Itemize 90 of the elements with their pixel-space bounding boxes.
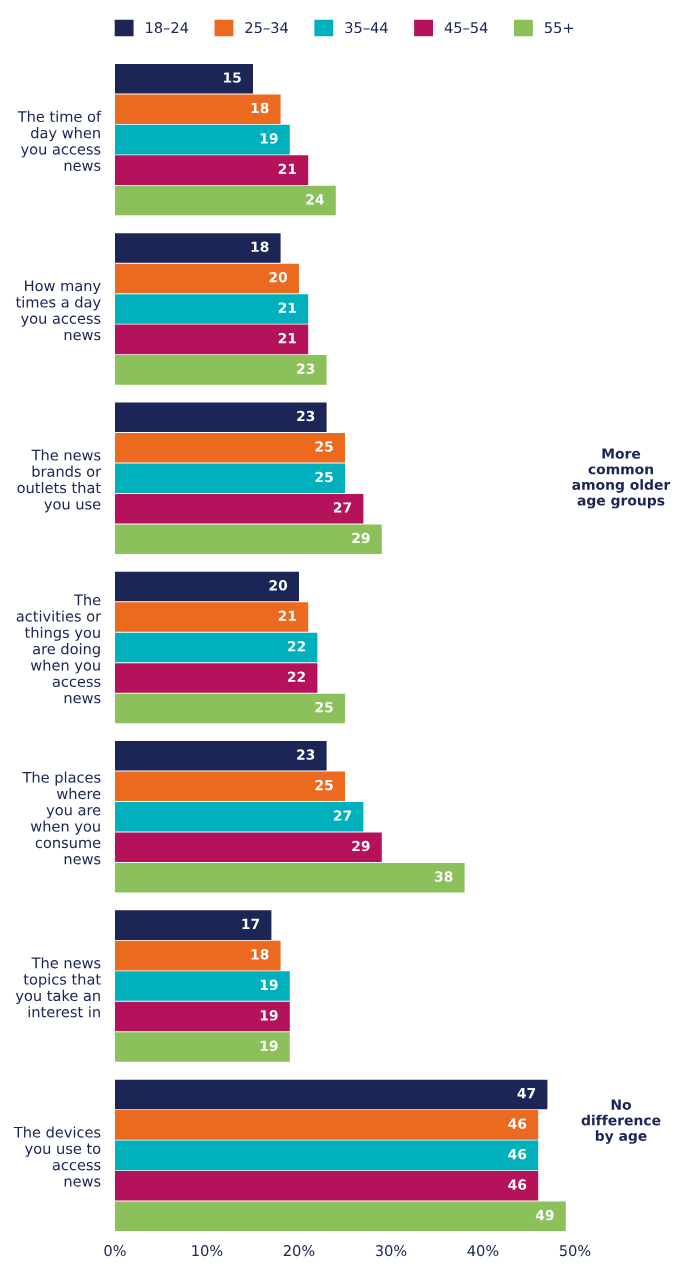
- bar: [115, 124, 290, 155]
- x-tick-label: 0%: [104, 1245, 126, 1257]
- bar: [115, 771, 345, 802]
- bar: [115, 940, 281, 971]
- bar: [115, 1201, 566, 1232]
- bar: [115, 1079, 548, 1110]
- bar: [115, 1032, 290, 1062]
- bar: [115, 432, 345, 463]
- data-label: 19: [260, 133, 278, 144]
- data-label: 18: [251, 102, 269, 114]
- y-tick-label: The news brands or outlets that you use: [17, 449, 102, 513]
- bar: [115, 832, 382, 863]
- data-label: 29: [352, 532, 370, 544]
- data-label: 20: [269, 580, 288, 591]
- data-label: 19: [260, 1010, 278, 1021]
- x-tick-label: 50%: [559, 1245, 591, 1257]
- bar: [115, 263, 299, 294]
- bar: [115, 155, 309, 185]
- data-label: 20: [269, 271, 288, 283]
- y-tick-label: The activities or things you are doing when you access news: [16, 594, 102, 704]
- data-label: 21: [278, 302, 297, 313]
- bar: [115, 1171, 539, 1201]
- y-tick-label: The time of day when you access news: [17, 110, 102, 171]
- bar: [115, 571, 299, 602]
- x-tick-label: 10%: [192, 1245, 223, 1257]
- data-label: 29: [352, 840, 370, 852]
- data-label: 23: [297, 749, 315, 760]
- data-label: 21: [278, 332, 297, 344]
- bar: [115, 94, 281, 124]
- bar: [115, 741, 327, 771]
- text: No difference by age: [581, 1099, 661, 1144]
- data-label: 19: [260, 979, 278, 991]
- bar: [115, 802, 364, 832]
- bar: [115, 324, 309, 355]
- data-label: 22: [287, 671, 305, 682]
- data-label: 25: [315, 441, 333, 452]
- bar: [115, 971, 290, 1001]
- data-label: 46: [508, 1148, 527, 1160]
- x-tick-label: 20%: [283, 1245, 315, 1257]
- data-label: 27: [333, 810, 352, 821]
- bar: [115, 862, 465, 893]
- data-label: 18: [251, 949, 269, 960]
- bar: [115, 294, 309, 324]
- x-tick-label: 30%: [375, 1245, 407, 1257]
- bar: [115, 1140, 539, 1171]
- annotation: More common among older age groups: [572, 448, 671, 509]
- bar: [115, 602, 309, 632]
- legend-label: 55+: [544, 22, 574, 34]
- data-label: 46: [508, 1179, 527, 1190]
- legend-label: 45–54: [444, 22, 488, 34]
- data-label: 27: [333, 502, 352, 513]
- legend-label: 35–44: [345, 22, 388, 34]
- bar: [115, 632, 318, 663]
- bar: [115, 63, 253, 94]
- bar: [115, 355, 327, 385]
- data-label: 25: [315, 701, 333, 713]
- bar: [115, 524, 382, 554]
- bar: [115, 493, 364, 524]
- data-label: 38: [434, 871, 453, 882]
- bar: [115, 233, 281, 263]
- data-label: 49: [535, 1209, 554, 1221]
- data-label: 15: [224, 72, 241, 83]
- data-label: 24: [306, 194, 324, 205]
- bar: [115, 910, 272, 940]
- y-tick-label: How many times a day you access news: [15, 280, 101, 341]
- y-tick-label: The places where you are when you consume news: [22, 771, 101, 865]
- bar: [115, 693, 345, 724]
- data-label: 17: [242, 918, 260, 929]
- data-label: 21: [278, 163, 297, 174]
- bar: [115, 1110, 539, 1140]
- legend-label: 18–24: [146, 22, 189, 34]
- data-label: 18: [251, 241, 269, 253]
- data-label: 19: [260, 1040, 278, 1052]
- data-label: 21: [278, 610, 297, 621]
- bar: [115, 185, 336, 216]
- y-tick-label: The news topics that you take an interest in: [15, 957, 101, 1018]
- bar: [115, 463, 345, 493]
- data-label: 23: [297, 410, 315, 422]
- data-label: 46: [508, 1118, 527, 1129]
- x-tick-label: 40%: [467, 1245, 499, 1257]
- y-tick-label: The devices you use to access news: [13, 1126, 101, 1187]
- data-label: 23: [297, 363, 315, 374]
- data-label: 25: [315, 471, 333, 483]
- data-label: 25: [315, 779, 333, 791]
- legend-label: 25–34: [245, 22, 288, 34]
- data-label: 22: [287, 641, 305, 652]
- bar: [115, 402, 327, 433]
- data-label: 47: [517, 1088, 536, 1099]
- bar: [115, 663, 318, 693]
- bar: [115, 1001, 290, 1032]
